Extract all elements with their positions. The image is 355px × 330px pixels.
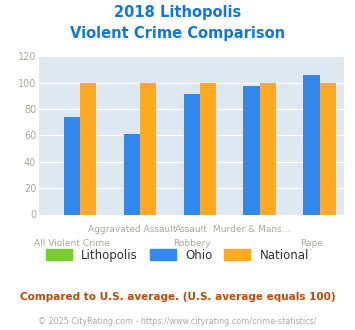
Bar (244, 86, 260, 214)
Text: Compared to U.S. average. (U.S. average equals 100): Compared to U.S. average. (U.S. average … (20, 292, 335, 302)
Text: All Violent Crime: All Violent Crime (34, 239, 110, 248)
Bar (260, 82, 276, 214)
Bar (124, 134, 140, 214)
Text: Rape: Rape (300, 239, 323, 248)
Text: Murder & Mans...: Murder & Mans... (213, 225, 290, 234)
Legend: Lithopolis, Ohio, National: Lithopolis, Ohio, National (41, 244, 314, 266)
Bar (200, 82, 216, 214)
Bar (320, 82, 336, 214)
Bar (64, 117, 80, 214)
Text: Aggravated Assault: Aggravated Assault (88, 225, 176, 234)
Text: Violent Crime Comparison: Violent Crime Comparison (70, 26, 285, 41)
Text: Assault: Assault (175, 225, 208, 234)
Bar (303, 75, 320, 214)
Text: © 2025 CityRating.com - https://www.cityrating.com/crime-statistics/: © 2025 CityRating.com - https://www.city… (38, 317, 317, 326)
Text: Robbery: Robbery (173, 239, 211, 248)
Bar (80, 82, 96, 214)
Bar (140, 82, 156, 214)
Bar (184, 94, 200, 214)
Text: 2018 Lithopolis: 2018 Lithopolis (114, 5, 241, 20)
